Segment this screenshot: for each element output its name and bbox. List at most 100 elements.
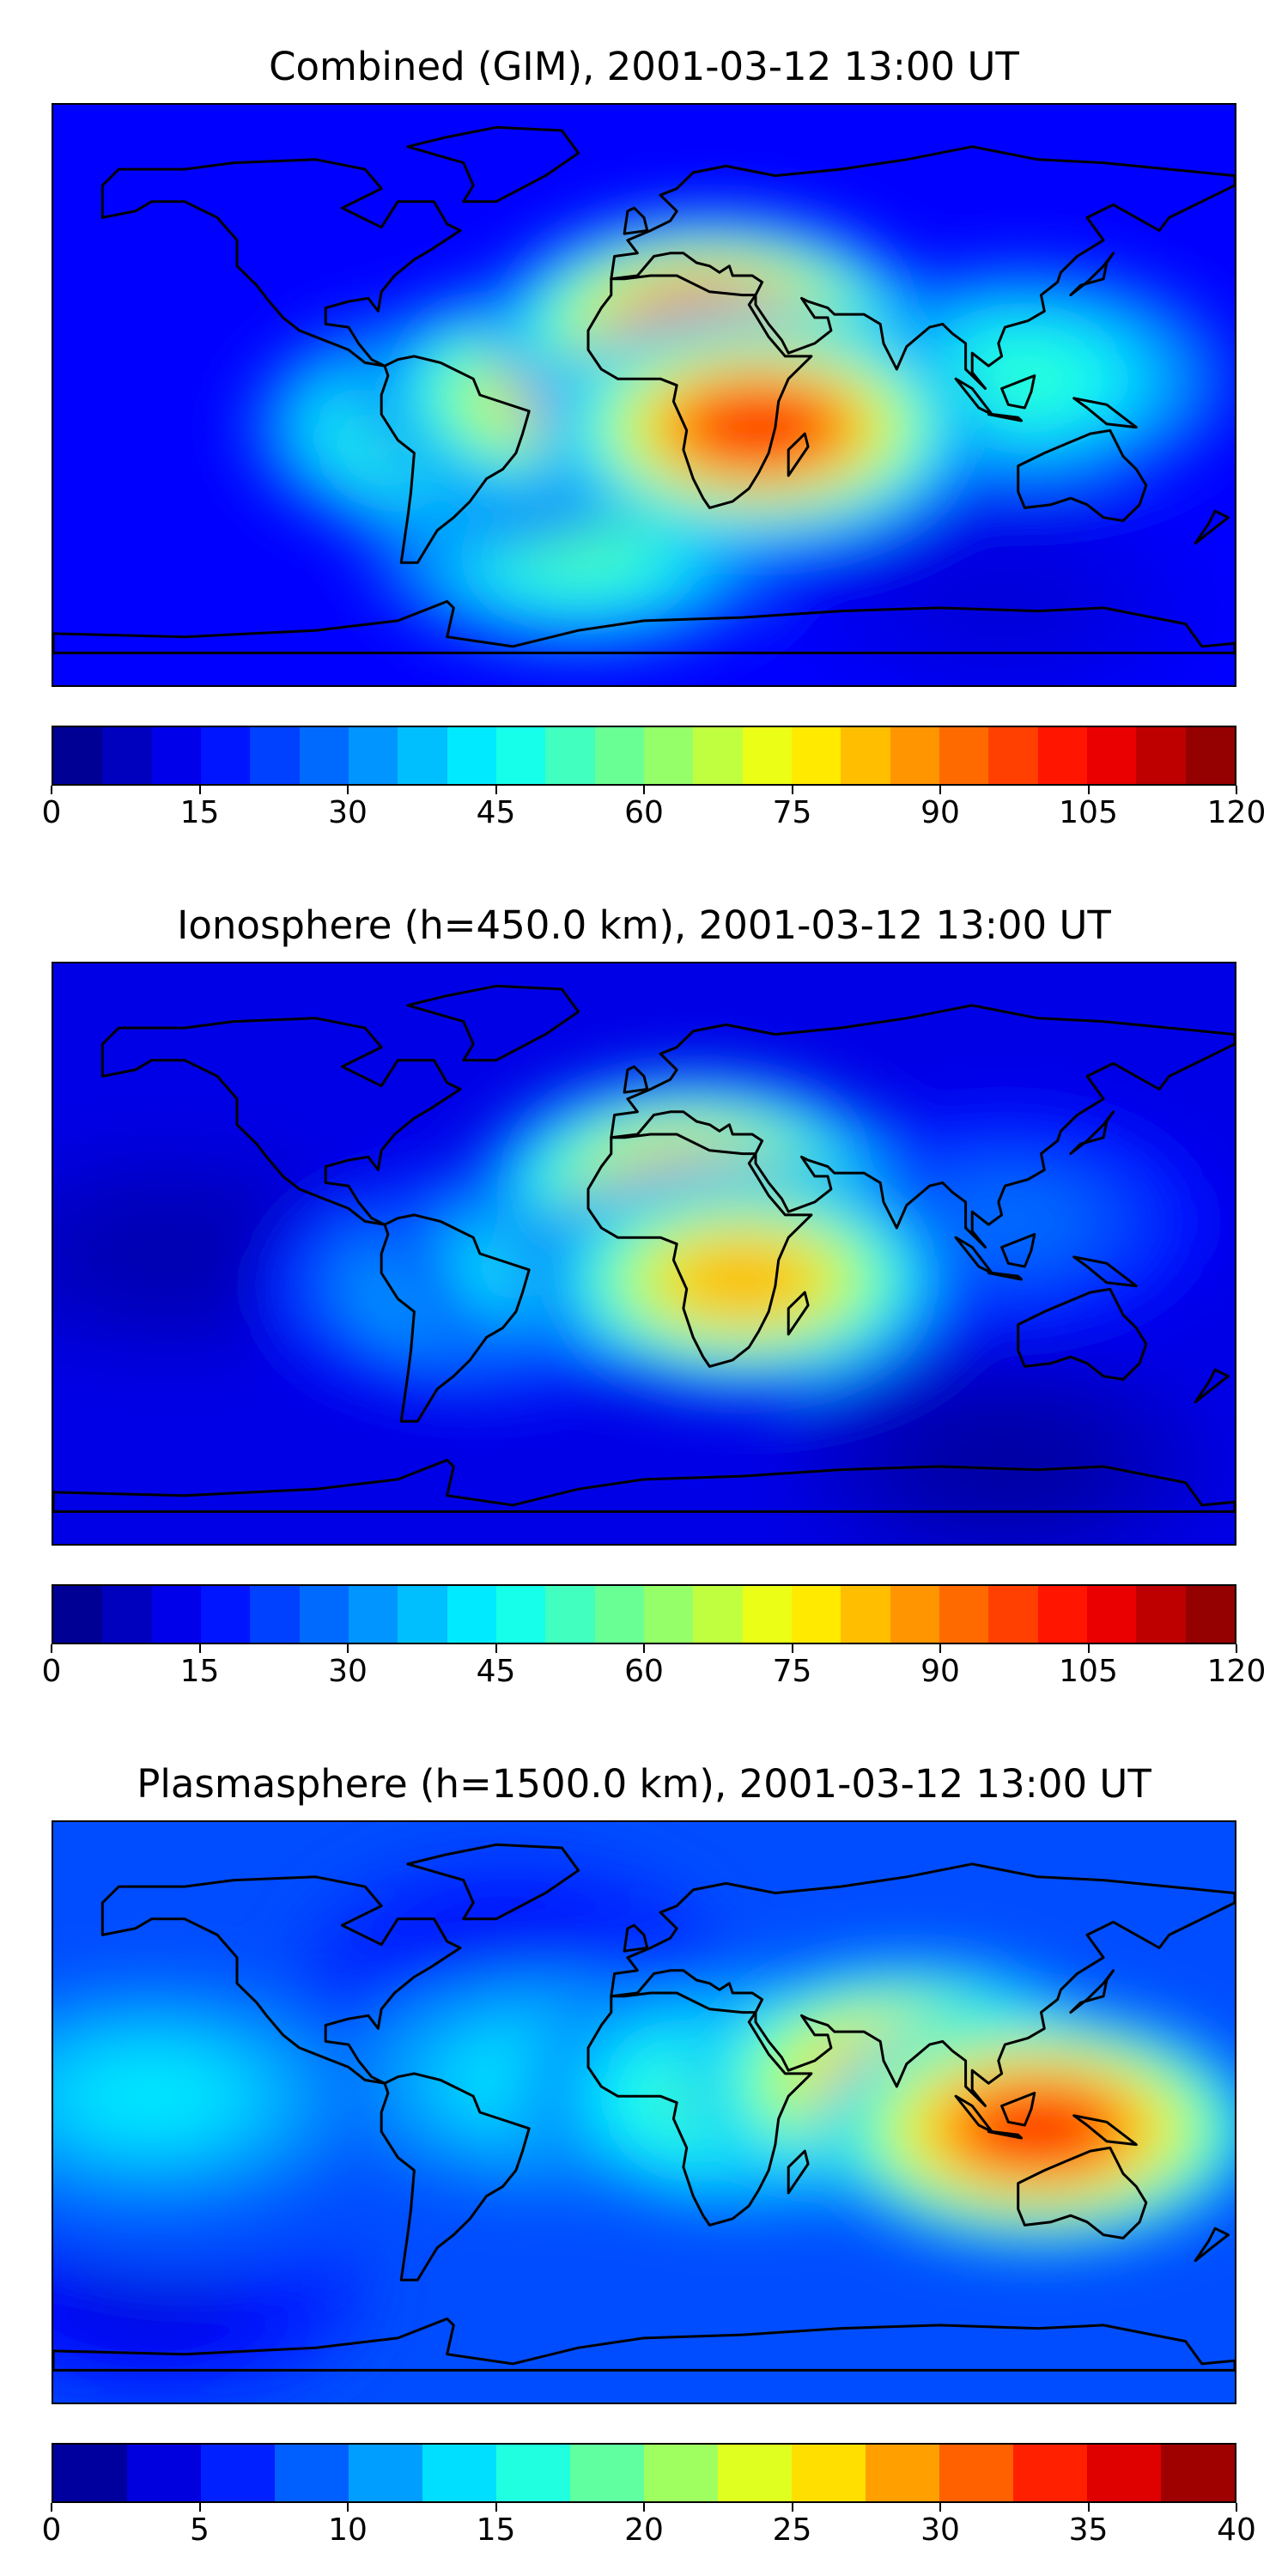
colorbar-segment xyxy=(939,727,989,784)
panel-1-title: Combined (GIM), 2001-03-12 13:00 UT xyxy=(269,44,1019,89)
colorbar-segment xyxy=(1013,2445,1087,2501)
field-blobs xyxy=(240,210,1235,685)
colorbar-tick-mark xyxy=(198,2503,201,2512)
panel-3-colorbar-ticks: 0 5 10 15 20 25 30 35 40 xyxy=(42,2503,1256,2555)
colorbar-segment xyxy=(495,1586,546,1643)
colorbar-segment xyxy=(693,1586,743,1643)
colorbar-segment xyxy=(1161,2445,1235,2501)
colorbar-tick-label: 5 xyxy=(190,2512,210,2548)
colorbar-tick-label: 60 xyxy=(624,1654,664,1689)
colorbar-segment xyxy=(299,727,349,784)
colorbar-tick-mark xyxy=(1087,1644,1090,1653)
colorbar-segment xyxy=(53,1586,103,1643)
field-contour-blob xyxy=(957,2087,1118,2171)
colorbar-segment xyxy=(643,727,694,784)
colorbar-tick-label: 40 xyxy=(1217,2512,1256,2548)
coastline xyxy=(987,2130,1024,2140)
colorbar-tick-label: 25 xyxy=(772,2512,812,2548)
field-contour-blob xyxy=(88,1212,249,1296)
colorbar-segment xyxy=(841,1586,890,1643)
colorbar-tick-mark xyxy=(198,1644,201,1653)
colorbar-segment xyxy=(496,2445,570,2501)
coastline xyxy=(1069,1110,1115,1156)
colorbar-tick-label: 0 xyxy=(41,2512,62,2548)
colorbar-tick-mark xyxy=(939,1644,941,1653)
colorbar-segment xyxy=(1037,727,1087,784)
colorbar-segment xyxy=(447,727,496,784)
coastline xyxy=(380,355,531,564)
coastline xyxy=(1194,2227,1230,2263)
panel-3-title: Plasmasphere (h=1500.0 km), 2001-03-12 1… xyxy=(137,1761,1151,1807)
colorbar-tick-label: 75 xyxy=(772,1654,812,1689)
coastline xyxy=(1000,2092,1036,2127)
colorbar-tick-label: 105 xyxy=(1059,795,1118,830)
colorbar-segment xyxy=(1185,727,1235,784)
coastline xyxy=(987,1272,1024,1281)
colorbar-segment xyxy=(422,2445,496,2501)
coastline xyxy=(787,2149,810,2195)
colorbar-tick-mark xyxy=(495,786,497,794)
colorbar-segment xyxy=(644,2445,718,2501)
colorbar-tick-label: 30 xyxy=(328,1654,368,1689)
colorbar-segment xyxy=(594,727,644,784)
coastline xyxy=(406,1843,580,1921)
colorbar-segment xyxy=(1185,1586,1235,1643)
map-canvas xyxy=(53,963,1235,1544)
panel-2-title: Ionosphere (h=450.0 km), 2001-03-12 13:0… xyxy=(177,902,1111,948)
coastline xyxy=(100,1875,462,2085)
colorbar-segment xyxy=(643,1586,694,1643)
panel-1-map xyxy=(52,103,1236,687)
colorbar-tick-mark xyxy=(1236,2503,1237,2512)
colorbar-tick-label: 90 xyxy=(920,795,960,830)
colorbar-segment xyxy=(398,727,447,784)
colorbar-segment xyxy=(151,727,201,784)
colorbar-segment xyxy=(1087,2445,1161,2501)
colorbar-tick-mark xyxy=(939,786,941,794)
colorbar-segment xyxy=(1086,1586,1137,1643)
colorbar-tick-mark xyxy=(1236,1644,1237,1653)
colorbar-segment xyxy=(742,1586,792,1643)
colorbar-segment xyxy=(151,1586,201,1643)
coastline xyxy=(1194,509,1230,545)
coastline xyxy=(610,1862,1235,2107)
coastline xyxy=(406,984,580,1062)
colorbar-segment xyxy=(348,1586,398,1643)
coastline xyxy=(1000,1233,1036,1268)
colorbar-tick-mark xyxy=(643,786,645,794)
coastline xyxy=(1069,252,1115,297)
colorbar-segment xyxy=(447,1586,496,1643)
colorbar-tick-mark xyxy=(791,2503,793,2512)
coastline xyxy=(623,206,649,235)
colorbar-tick-label: 60 xyxy=(624,795,664,830)
colorbar-segment xyxy=(988,727,1038,784)
coastline xyxy=(406,125,580,204)
coastline xyxy=(380,2072,531,2281)
coastline xyxy=(586,1991,813,2227)
colorbar-segment xyxy=(250,1586,300,1643)
colorbar-tick-label: 45 xyxy=(476,1654,516,1689)
coastline xyxy=(1069,1969,1115,2014)
colorbar-tick-mark xyxy=(198,786,201,794)
colorbar-tick-label: 90 xyxy=(920,1654,960,1689)
colorbar-tick-mark xyxy=(791,786,793,794)
coastline xyxy=(1072,2114,1138,2147)
colorbar-tick-mark xyxy=(51,1644,52,1653)
coastline xyxy=(586,274,813,509)
coastline xyxy=(610,1004,1235,1249)
colorbar-segment xyxy=(890,1586,939,1643)
colorbar-segment xyxy=(53,727,103,784)
coastline xyxy=(53,2317,1235,2372)
panel-1-colorbar xyxy=(52,726,1236,786)
colorbar-segment xyxy=(841,727,890,784)
colorbar-segment xyxy=(275,2445,349,2501)
colorbar-segment xyxy=(545,727,595,784)
colorbar-segment xyxy=(201,2445,275,2501)
colorbar-segment xyxy=(127,2445,201,2501)
colorbar-tick-label: 120 xyxy=(1206,1654,1267,1689)
colorbar-tick-label: 75 xyxy=(772,795,812,830)
colorbar-segment xyxy=(570,2445,644,2501)
colorbar-tick-mark xyxy=(643,1644,645,1653)
coastline xyxy=(53,599,1235,654)
colorbar-segment xyxy=(1086,727,1137,784)
colorbar-segment xyxy=(1037,1586,1087,1643)
